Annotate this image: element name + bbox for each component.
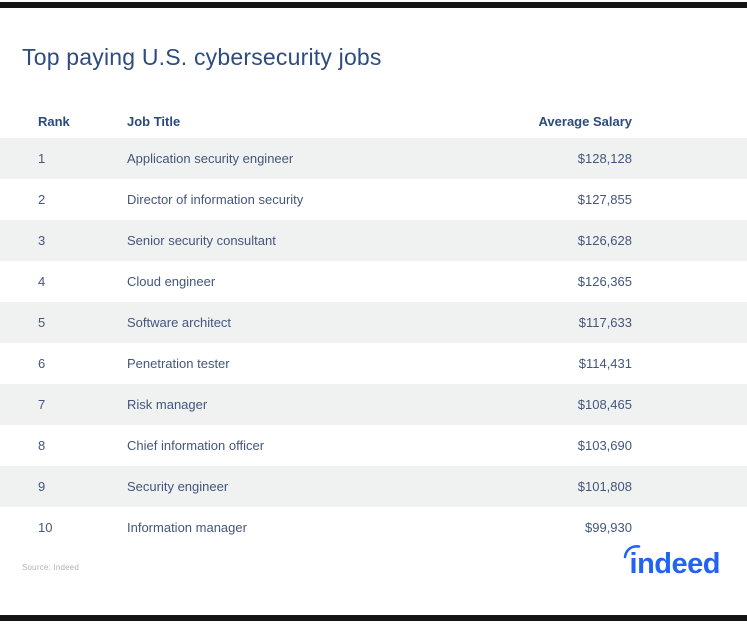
table-row: 6 Penetration tester $114,431 xyxy=(0,343,747,384)
cell-rank: 3 xyxy=(38,233,46,248)
table-body: 1 Application security engineer $128,128… xyxy=(0,138,747,548)
table-row: 3 Senior security consultant $126,628 xyxy=(0,220,747,261)
cell-job-title: Risk manager xyxy=(127,397,208,412)
cell-salary: $101,808 xyxy=(577,479,632,494)
table-row: 10 Information manager $99,930 xyxy=(0,507,747,548)
cell-salary: $126,628 xyxy=(577,233,632,248)
cell-rank: 7 xyxy=(38,397,46,412)
page-title: Top paying U.S. cybersecurity jobs xyxy=(22,44,382,70)
cell-salary: $126,365 xyxy=(577,274,632,289)
cell-rank: 8 xyxy=(38,438,46,453)
source-note: Source: Indeed xyxy=(22,563,80,572)
cell-job-title: Cloud engineer xyxy=(127,274,216,289)
cell-job-title: Penetration tester xyxy=(127,356,230,371)
cell-rank: 6 xyxy=(38,356,46,371)
cell-rank: 1 xyxy=(38,151,46,166)
cell-rank: 5 xyxy=(38,315,46,330)
cell-rank: 9 xyxy=(38,479,46,494)
table-row: 7 Risk manager $108,465 xyxy=(0,384,747,425)
table-row: 9 Security engineer $101,808 xyxy=(0,466,747,507)
cell-job-title: Chief information officer xyxy=(127,438,265,453)
table-header: Rank Job Title Average Salary xyxy=(0,105,747,138)
column-header-job-title: Job Title xyxy=(127,114,181,129)
cell-rank: 10 xyxy=(38,520,53,535)
cell-salary: $127,855 xyxy=(577,192,632,207)
cell-salary: $108,465 xyxy=(577,397,632,412)
cell-salary: $117,633 xyxy=(578,315,632,330)
cell-job-title: Application security engineer xyxy=(127,151,294,166)
cell-rank: 4 xyxy=(38,274,46,289)
cell-salary: $103,690 xyxy=(577,438,632,453)
table-row: 5 Software architect $117,633 xyxy=(0,302,747,343)
table-row: 1 Application security engineer $128,128 xyxy=(0,138,747,179)
cell-job-title: Director of information security xyxy=(127,192,304,207)
cell-job-title: Information manager xyxy=(127,520,247,535)
cell-salary: $99,930 xyxy=(585,520,632,535)
cell-salary: $114,431 xyxy=(578,356,632,371)
indeed-logo: indeed xyxy=(623,545,721,580)
indeed-logo-arc-icon xyxy=(623,545,640,559)
cell-job-title: Senior security consultant xyxy=(127,233,276,248)
column-header-rank: Rank xyxy=(38,114,70,129)
cell-salary: $128,128 xyxy=(577,151,632,166)
indeed-logo-text: indeed xyxy=(629,548,721,580)
cell-job-title: Software architect xyxy=(127,315,232,330)
top-border-bar xyxy=(0,2,747,8)
cell-job-title: Security engineer xyxy=(127,479,229,494)
bottom-border-bar xyxy=(0,615,747,621)
cell-rank: 2 xyxy=(38,192,46,207)
table-row: 2 Director of information security $127,… xyxy=(0,179,747,220)
table-row: 4 Cloud engineer $126,365 xyxy=(0,261,747,302)
table-row: 8 Chief information officer $103,690 xyxy=(0,425,747,466)
column-header-average-salary: Average Salary xyxy=(538,114,632,129)
